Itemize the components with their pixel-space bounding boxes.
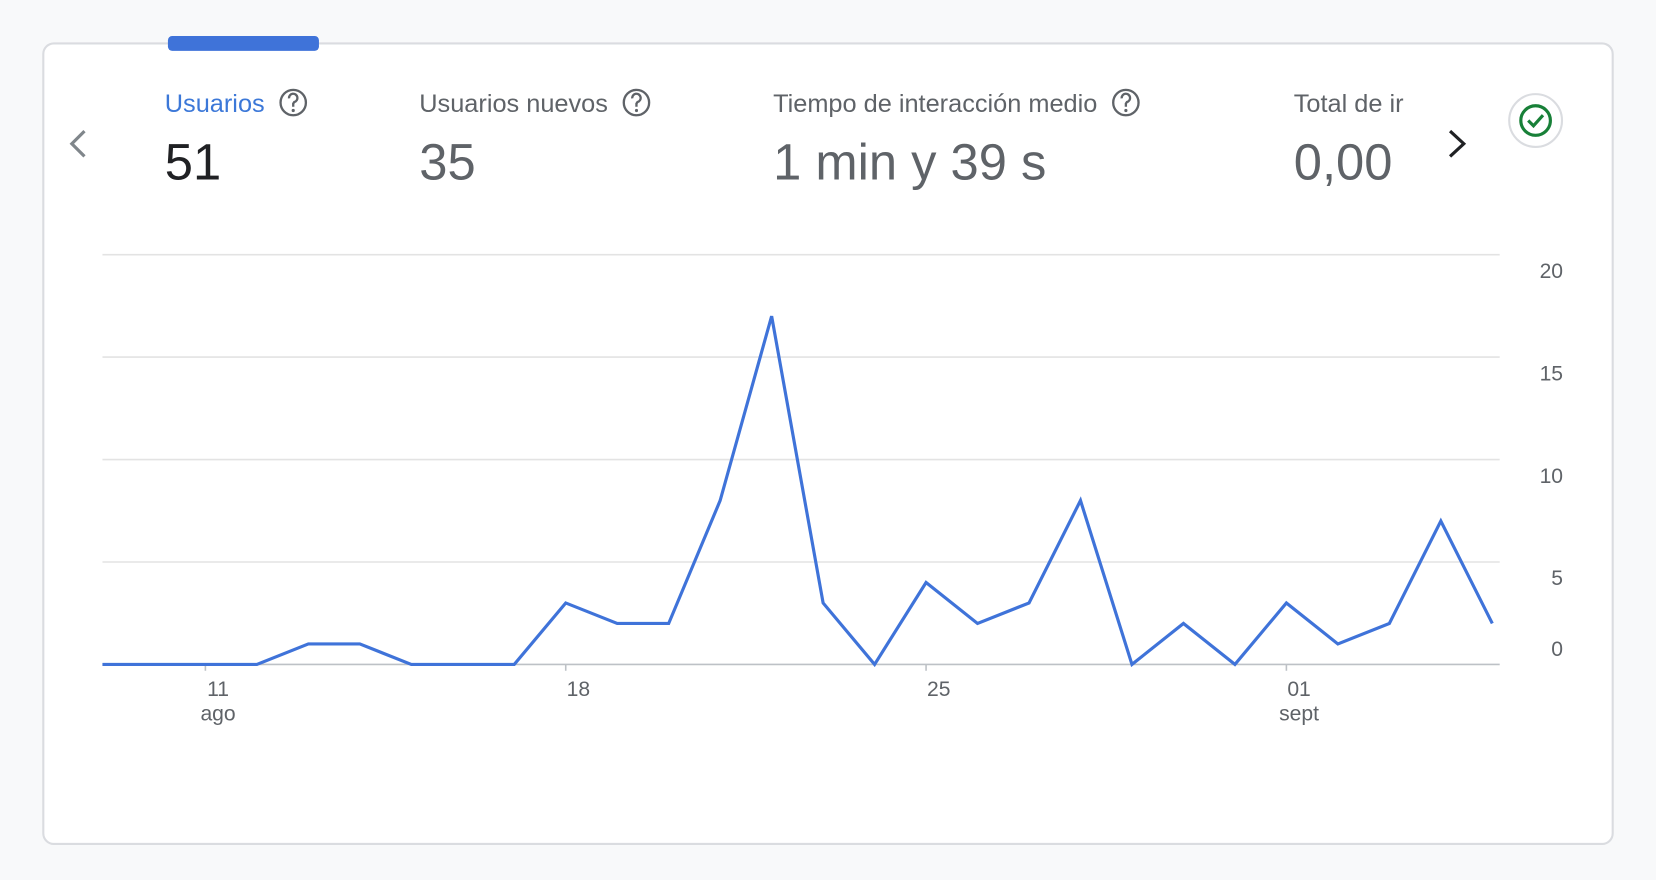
check-mark bbox=[1527, 114, 1545, 129]
data-line bbox=[102, 315, 1494, 668]
metric-label: Usuarios bbox=[165, 90, 265, 118]
x-month-label: ago bbox=[200, 702, 235, 725]
metric-value: 0,00 bbox=[1294, 134, 1393, 191]
status-circle bbox=[1508, 93, 1564, 148]
metric-tab[interactable]: Tiempo de interacción medio 1 min y 39 s bbox=[773, 88, 1140, 191]
card bbox=[42, 42, 1614, 846]
y-tick-label: 0 bbox=[1551, 638, 1563, 661]
help-icon bbox=[622, 88, 651, 117]
metric-tab[interactable]: Total de ir 0,00 bbox=[1294, 90, 1404, 191]
y-tick-label: 10 bbox=[1540, 465, 1563, 488]
x-tick-label: 18 bbox=[567, 678, 590, 701]
metrics: Usuarios 51 Usuarios nuevos 35 Tiempo de int… bbox=[165, 88, 1404, 191]
help-dot bbox=[1124, 108, 1128, 113]
help-glyph bbox=[1120, 92, 1132, 107]
x-tick-label: 01 bbox=[1287, 678, 1310, 701]
active-tab-indicator bbox=[167, 36, 319, 51]
metric-tab[interactable]: Usuarios nuevos 35 bbox=[419, 88, 651, 191]
metric-tab[interactable]: Usuarios 51 bbox=[165, 88, 308, 191]
x-tick-label: 25 bbox=[927, 678, 950, 701]
help-dot bbox=[291, 108, 295, 113]
metric-label: Total de ir bbox=[1294, 90, 1404, 118]
metric-value: 35 bbox=[419, 134, 475, 191]
x-month-label: sept bbox=[1279, 702, 1319, 725]
help-glyph bbox=[287, 92, 299, 107]
help-glyph bbox=[631, 92, 642, 107]
x-tick-label: 11 bbox=[207, 678, 229, 701]
y-tick-label: 5 bbox=[1551, 567, 1563, 590]
metric-label: Tiempo de interacción medio bbox=[773, 90, 1097, 118]
status-icon[interactable] bbox=[1508, 93, 1564, 148]
y-tick-label: 15 bbox=[1540, 362, 1563, 385]
metric-value: 1 min y 39 s bbox=[773, 134, 1046, 191]
metric-label: Usuarios nuevos bbox=[419, 90, 608, 118]
check-circle bbox=[1519, 104, 1552, 137]
help-dot bbox=[634, 108, 639, 113]
y-tick-label: 20 bbox=[1540, 260, 1563, 283]
prev-button[interactable] bbox=[69, 129, 86, 158]
metric-value: 51 bbox=[165, 134, 221, 191]
help-icon bbox=[279, 88, 308, 117]
next-button[interactable] bbox=[1448, 129, 1467, 158]
help-icon bbox=[1112, 88, 1140, 117]
